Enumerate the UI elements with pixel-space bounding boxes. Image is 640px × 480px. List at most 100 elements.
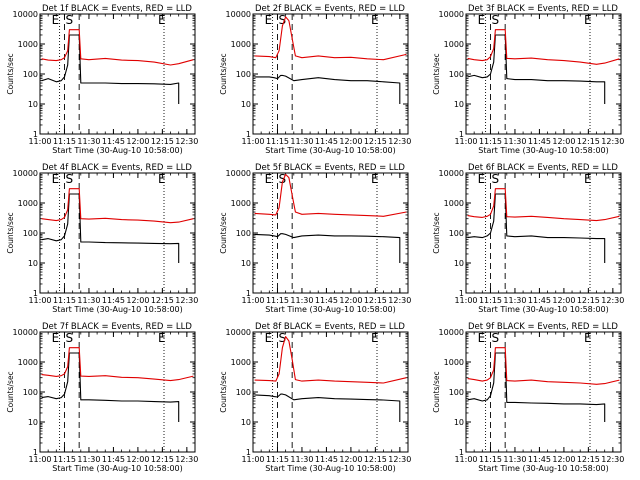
x-tick-label: 11:15 <box>266 455 289 464</box>
x-tick-label: 11:15 <box>53 137 76 146</box>
lld-series-line <box>254 336 407 384</box>
y-tick-label: 100 <box>236 388 251 397</box>
x-tick-label: 11:45 <box>315 137 338 146</box>
y-tick-label: 1000 <box>444 40 464 49</box>
y-tick-label: 1 <box>459 289 464 298</box>
x-tick-label: 11:15 <box>479 455 502 464</box>
lld-series-line <box>467 29 620 65</box>
y-axis-label: Counts/sec <box>219 371 228 412</box>
panel-title: Det 1f BLACK = Events, RED = LLD <box>42 4 192 14</box>
y-tick-label: 100 <box>236 229 251 238</box>
panel-title: Det 3f BLACK = Events, RED = LLD <box>468 4 618 14</box>
events-series-line <box>41 193 180 263</box>
panel-4: Det 4f BLACK = Events, RED = LLD 1 10 100 10… <box>6 163 198 314</box>
y-tick-label: 100 <box>449 229 464 238</box>
x-tick-label: 12:30 <box>388 455 411 464</box>
x-tick-label: 12:15 <box>577 455 600 464</box>
y-tick-label: 100 <box>236 70 251 79</box>
y-axis-label: Counts/sec <box>6 371 15 412</box>
y-tick-label: 10000 <box>13 328 38 337</box>
x-tick-label: 11:15 <box>53 455 76 464</box>
x-tick-label: 12:15 <box>577 137 600 146</box>
x-tick-label: 12:30 <box>601 455 624 464</box>
y-tick-label: 10 <box>454 259 464 268</box>
y-tick-label: 100 <box>23 388 38 397</box>
x-tick-label: 11:30 <box>290 137 313 146</box>
y-tick-label: 1 <box>246 130 251 139</box>
panel-8: Det 8f BLACK = Events, RED = LLD 1 10 100 10… <box>219 322 411 473</box>
x-tick-label: 12:30 <box>388 296 411 305</box>
marker-label: S <box>65 331 73 345</box>
x-tick-label: 12:15 <box>151 455 174 464</box>
marker-label: S <box>65 13 73 27</box>
y-tick-label: 10 <box>241 100 251 109</box>
panel-title: Det 9f BLACK = Events, RED = LLD <box>468 322 618 332</box>
x-tick-label: 11:00 <box>454 296 477 305</box>
x-axis-label: Start Time (30-Aug-10 10:58:00) <box>265 146 396 155</box>
y-tick-label: 1000 <box>444 199 464 208</box>
x-tick-label: 11:30 <box>290 296 313 305</box>
panel-title: Det 8f BLACK = Events, RED = LLD <box>255 322 405 332</box>
y-tick-label: 10 <box>28 418 38 427</box>
x-tick-label: 11:30 <box>503 296 526 305</box>
x-axis-label: Start Time (30-Aug-10 10:58:00) <box>265 305 396 314</box>
y-tick-label: 1000 <box>18 40 38 49</box>
panel-9: Det 9f BLACK = Events, RED = LLD 1 10 100 10… <box>432 322 624 473</box>
y-axis-label: Counts/sec <box>6 53 15 94</box>
x-tick-label: 11:00 <box>241 296 264 305</box>
marker-label: E <box>52 13 60 27</box>
x-tick-label: 12:30 <box>175 455 198 464</box>
y-tick-label: 1 <box>33 289 38 298</box>
y-axis-label: Counts/sec <box>6 212 15 253</box>
y-tick-label: 1 <box>246 289 251 298</box>
events-series-line <box>467 34 606 104</box>
y-tick-label: 1000 <box>231 199 251 208</box>
y-tick-label: 10 <box>28 100 38 109</box>
marker-label: E <box>52 331 60 345</box>
x-axis-label: Start Time (30-Aug-10 10:58:00) <box>478 305 609 314</box>
panel-2: Det 2f BLACK = Events, RED = LLD 1 10 100 10… <box>219 4 411 155</box>
lld-series-line <box>41 347 194 382</box>
y-tick-label: 1 <box>33 448 38 457</box>
x-tick-label: 11:30 <box>77 455 100 464</box>
y-tick-label: 1 <box>459 130 464 139</box>
x-tick-label: 12:00 <box>126 296 149 305</box>
x-tick-label: 11:00 <box>241 455 264 464</box>
x-tick-label: 11:45 <box>102 296 125 305</box>
y-axis-label: Counts/sec <box>219 212 228 253</box>
marker-label: E <box>584 13 592 27</box>
x-tick-label: 11:30 <box>290 455 313 464</box>
marker-label: E <box>478 331 486 345</box>
marker-label: E <box>265 13 273 27</box>
x-tick-label: 11:15 <box>266 137 289 146</box>
y-tick-label: 10000 <box>439 10 464 19</box>
x-tick-label: 11:00 <box>241 137 264 146</box>
events-series-line <box>467 352 606 422</box>
panel-6: Det 6f BLACK = Events, RED = LLD 1 10 100 10… <box>432 163 624 314</box>
y-tick-label: 1000 <box>18 358 38 367</box>
x-tick-label: 11:00 <box>454 455 477 464</box>
marker-label: S <box>491 172 499 186</box>
x-axis-label: Start Time (30-Aug-10 10:58:00) <box>52 146 183 155</box>
x-tick-label: 12:15 <box>364 296 387 305</box>
x-tick-label: 12:15 <box>577 296 600 305</box>
panel-title: Det 5f BLACK = Events, RED = LLD <box>255 163 405 173</box>
x-tick-label: 11:30 <box>77 296 100 305</box>
x-tick-label: 11:45 <box>315 455 338 464</box>
x-tick-label: 11:45 <box>102 137 125 146</box>
panel-3: Det 3f BLACK = Events, RED = LLD 1 10 100 10… <box>432 4 624 155</box>
y-tick-label: 10000 <box>13 169 38 178</box>
x-axis-label: Start Time (30-Aug-10 10:58:00) <box>265 464 396 473</box>
lld-series-line <box>467 188 620 222</box>
marker-label: S <box>65 172 73 186</box>
y-tick-label: 100 <box>449 70 464 79</box>
panel-title: Det 6f BLACK = Events, RED = LLD <box>468 163 618 173</box>
events-series-line <box>254 74 401 104</box>
panel-title: Det 7f BLACK = Events, RED = LLD <box>42 322 192 332</box>
marker-label: E <box>158 172 166 186</box>
marker-label: E <box>584 172 592 186</box>
marker-label: E <box>158 13 166 27</box>
marker-label: E <box>478 172 486 186</box>
